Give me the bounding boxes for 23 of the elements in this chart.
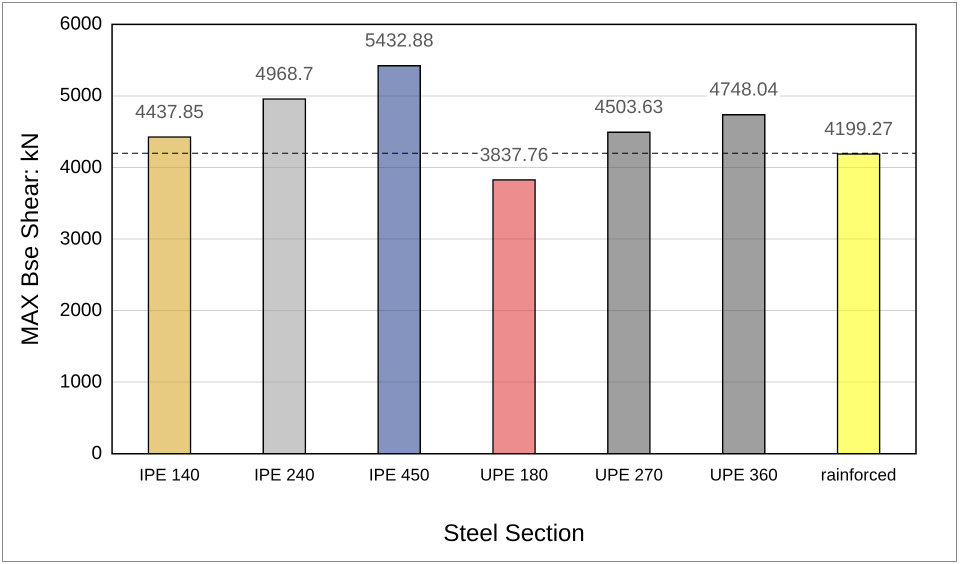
data-label: 4748.04 — [709, 80, 778, 101]
x-axis-title: Steel Section — [443, 520, 585, 548]
y-tick-label: 3000 — [60, 228, 102, 250]
data-label: 3837.76 — [480, 144, 548, 166]
y-tick-label: 0 — [91, 443, 102, 464]
x-tick-label: IPE 140 — [139, 466, 200, 485]
y-tick-label: 6000 — [60, 14, 102, 35]
y-axis-title: MAX Bse Shear: kN — [17, 132, 44, 346]
y-tick-label: 1000 — [60, 371, 102, 392]
x-tick-label: IPE 450 — [368, 466, 430, 485]
y-tick-label: 5000 — [60, 85, 102, 106]
x-tick-label: UPE 180 — [480, 466, 548, 485]
data-label: 4968.7 — [255, 64, 314, 85]
data-label: 4503.63 — [594, 97, 664, 118]
data-label: 5432.88 — [364, 30, 434, 52]
data-label: 4437.85 — [135, 102, 204, 123]
x-tick-label: rainforced — [820, 466, 896, 485]
x-tick-label: UPE 360 — [710, 466, 778, 485]
x-tick-label: IPE 240 — [254, 466, 315, 485]
data-label: 4199.27 — [824, 119, 893, 140]
y-tick-label: 2000 — [60, 300, 102, 321]
x-tick-label: UPE 270 — [594, 466, 663, 485]
y-tick-label: 4000 — [60, 156, 102, 178]
